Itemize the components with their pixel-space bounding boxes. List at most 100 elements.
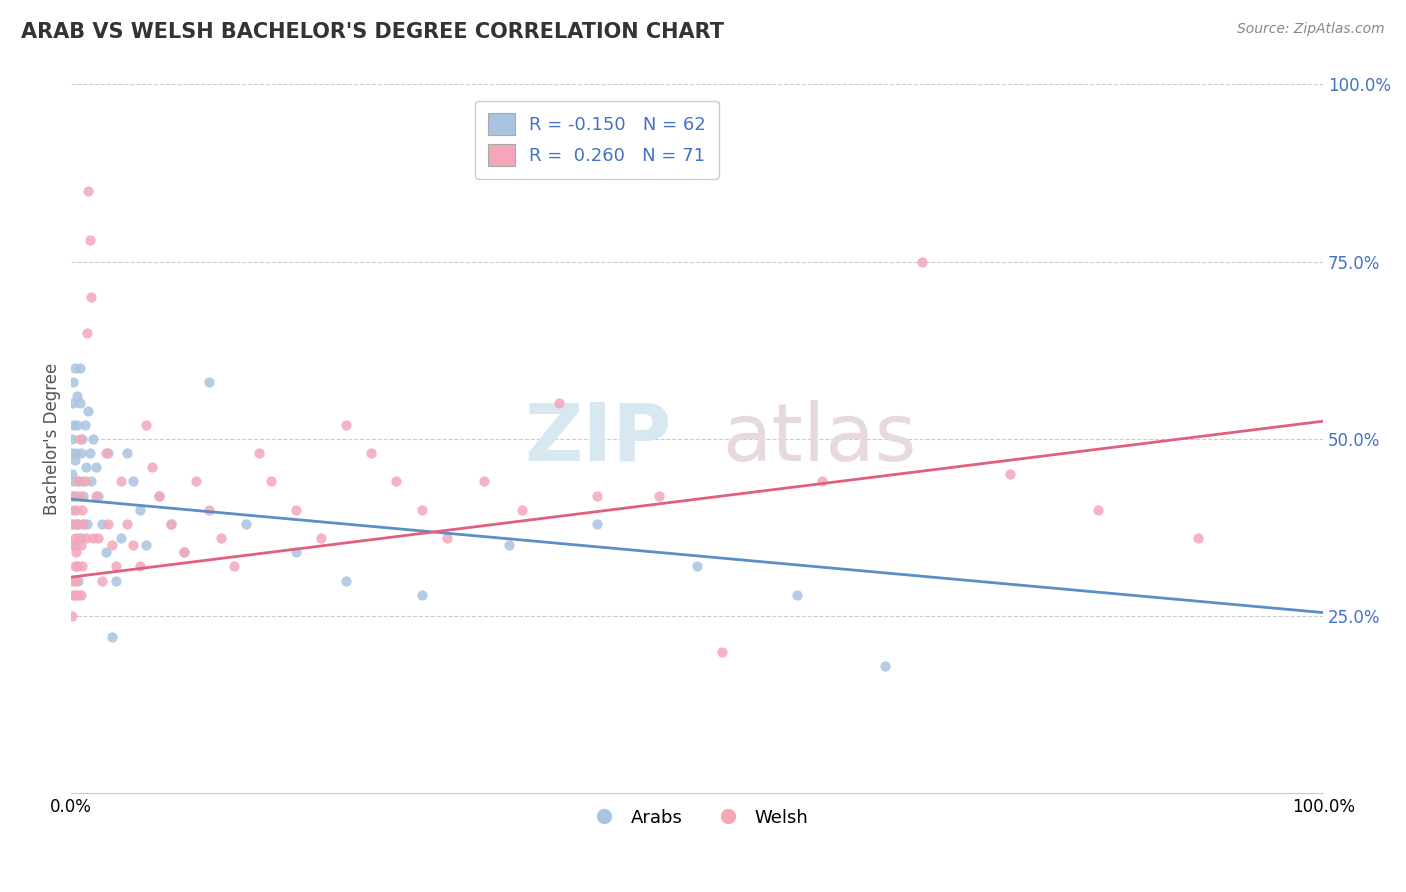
Point: [786, 588, 808, 602]
Point: [66, 389, 89, 403]
Point: [66, 417, 89, 432]
Point: [77, 184, 100, 198]
Point: [80, 475, 103, 489]
Point: [70, 503, 93, 517]
Point: [285, 503, 308, 517]
Point: [160, 516, 183, 531]
Point: [60, 574, 83, 588]
Point: [66, 559, 89, 574]
Point: [79, 446, 101, 460]
Point: [67, 588, 90, 602]
Point: [70, 432, 93, 446]
Point: [436, 531, 458, 545]
Point: [311, 531, 333, 545]
Point: [69, 432, 91, 446]
Point: [65, 446, 87, 460]
Point: [148, 489, 170, 503]
Point: [1087, 503, 1109, 517]
Point: [222, 559, 245, 574]
Point: [335, 417, 357, 432]
Point: [76, 326, 98, 340]
Point: [62, 588, 84, 602]
Point: [173, 545, 195, 559]
Point: [84, 460, 107, 475]
Point: [97, 516, 120, 531]
Point: [173, 545, 195, 559]
Point: [385, 475, 408, 489]
Point: [72, 516, 94, 531]
Point: [585, 489, 607, 503]
Point: [247, 446, 270, 460]
Text: ZIP: ZIP: [524, 400, 672, 478]
Point: [91, 574, 114, 588]
Point: [686, 559, 709, 574]
Point: [79, 234, 101, 248]
Point: [184, 475, 207, 489]
Point: [101, 538, 124, 552]
Point: [160, 516, 183, 531]
Point: [67, 475, 90, 489]
Point: [82, 432, 104, 446]
Point: [67, 516, 90, 531]
Point: [60, 467, 83, 482]
Point: [510, 503, 533, 517]
Point: [67, 475, 90, 489]
Point: [70, 446, 93, 460]
Point: [69, 396, 91, 410]
Point: [94, 545, 117, 559]
Point: [69, 361, 91, 376]
Point: [60, 516, 83, 531]
Point: [60, 432, 83, 446]
Point: [70, 538, 93, 552]
Point: [63, 531, 86, 545]
Point: [873, 658, 896, 673]
Point: [62, 503, 84, 517]
Point: [711, 644, 734, 658]
Point: [84, 489, 107, 503]
Point: [548, 396, 571, 410]
Point: [135, 538, 157, 552]
Point: [70, 475, 93, 489]
Point: [63, 361, 86, 376]
Point: [72, 516, 94, 531]
Point: [63, 588, 86, 602]
Point: [101, 631, 124, 645]
Point: [115, 516, 138, 531]
Point: [62, 375, 84, 389]
Point: [66, 559, 89, 574]
Point: [70, 559, 93, 574]
Point: [65, 489, 87, 503]
Point: [110, 531, 132, 545]
Text: Source: ZipAtlas.com: Source: ZipAtlas.com: [1237, 22, 1385, 37]
Point: [82, 531, 104, 545]
Point: [122, 475, 145, 489]
Point: [1187, 531, 1209, 545]
Point: [66, 516, 89, 531]
Point: [104, 574, 127, 588]
Point: [65, 516, 87, 531]
Y-axis label: Bachelor's Degree: Bachelor's Degree: [44, 363, 60, 515]
Point: [87, 531, 110, 545]
Point: [63, 538, 86, 552]
Point: [69, 489, 91, 503]
Point: [70, 531, 93, 545]
Point: [62, 538, 84, 552]
Point: [72, 489, 94, 503]
Point: [62, 489, 84, 503]
Point: [122, 538, 145, 552]
Point: [62, 475, 84, 489]
Point: [62, 417, 84, 432]
Point: [104, 559, 127, 574]
Point: [60, 516, 83, 531]
Point: [94, 446, 117, 460]
Point: [148, 489, 170, 503]
Point: [335, 574, 357, 588]
Point: [60, 446, 83, 460]
Point: [115, 446, 138, 460]
Point: [63, 453, 86, 467]
Text: ARAB VS WELSH BACHELOR'S DEGREE CORRELATION CHART: ARAB VS WELSH BACHELOR'S DEGREE CORRELAT…: [21, 22, 724, 42]
Point: [585, 516, 607, 531]
Point: [60, 609, 83, 624]
Point: [80, 290, 103, 304]
Point: [67, 574, 90, 588]
